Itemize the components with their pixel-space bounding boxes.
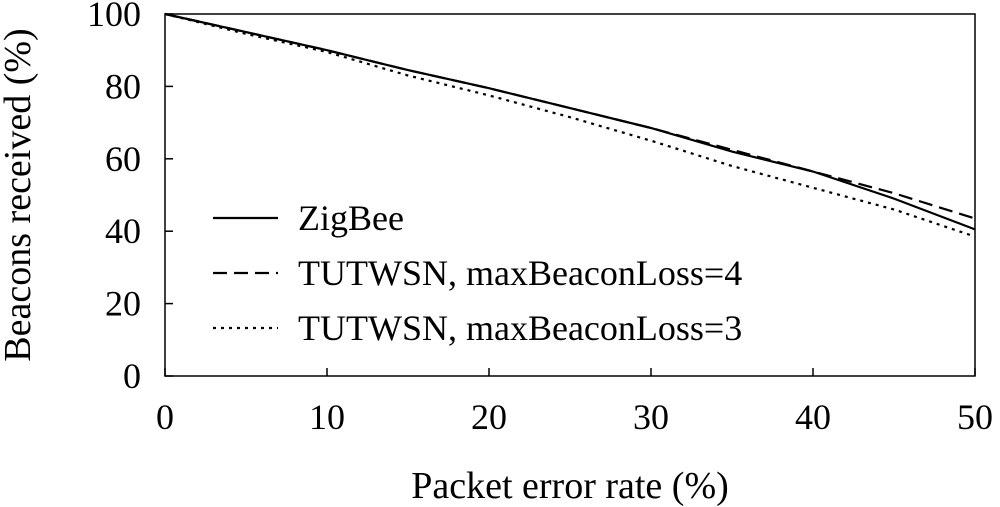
x-axis-label: Packet error rate (%) bbox=[411, 465, 729, 507]
x-tick-label: 10 bbox=[309, 397, 345, 437]
y-tick-label: 0 bbox=[123, 356, 141, 396]
x-tick-label: 30 bbox=[633, 397, 669, 437]
x-axis: 0 10 20 30 40 50 bbox=[156, 368, 993, 437]
series-line-solid bbox=[164, 12, 976, 231]
x-tick-label: 40 bbox=[795, 397, 831, 437]
series-line-dashed bbox=[164, 12, 976, 220]
legend-label: TUTWSN, maxBeaconLoss=3 bbox=[298, 308, 742, 348]
x-tick-label: 50 bbox=[957, 397, 993, 437]
y-tick-label: 100 bbox=[87, 0, 141, 34]
y-axis-label: Beacons received (%) bbox=[0, 28, 39, 361]
y-axis: 0 20 40 60 80 100 bbox=[87, 0, 173, 396]
series-line-dotted bbox=[164, 12, 976, 238]
legend: ZigBee TUTWSN, maxBeaconLoss=4 TUTWSN, max… bbox=[213, 198, 742, 348]
y-tick-label: 40 bbox=[105, 211, 141, 251]
y-tick-label: 20 bbox=[105, 284, 141, 324]
y-tick-label: 80 bbox=[105, 66, 141, 106]
x-tick-label: 0 bbox=[156, 397, 174, 437]
x-tick-label: 20 bbox=[471, 397, 507, 437]
legend-label: TUTWSN, maxBeaconLoss=4 bbox=[298, 253, 742, 293]
plot-frame bbox=[164, 13, 976, 377]
legend-label: ZigBee bbox=[298, 198, 404, 238]
y-tick-label: 60 bbox=[105, 139, 141, 179]
series-lines bbox=[164, 12, 976, 238]
